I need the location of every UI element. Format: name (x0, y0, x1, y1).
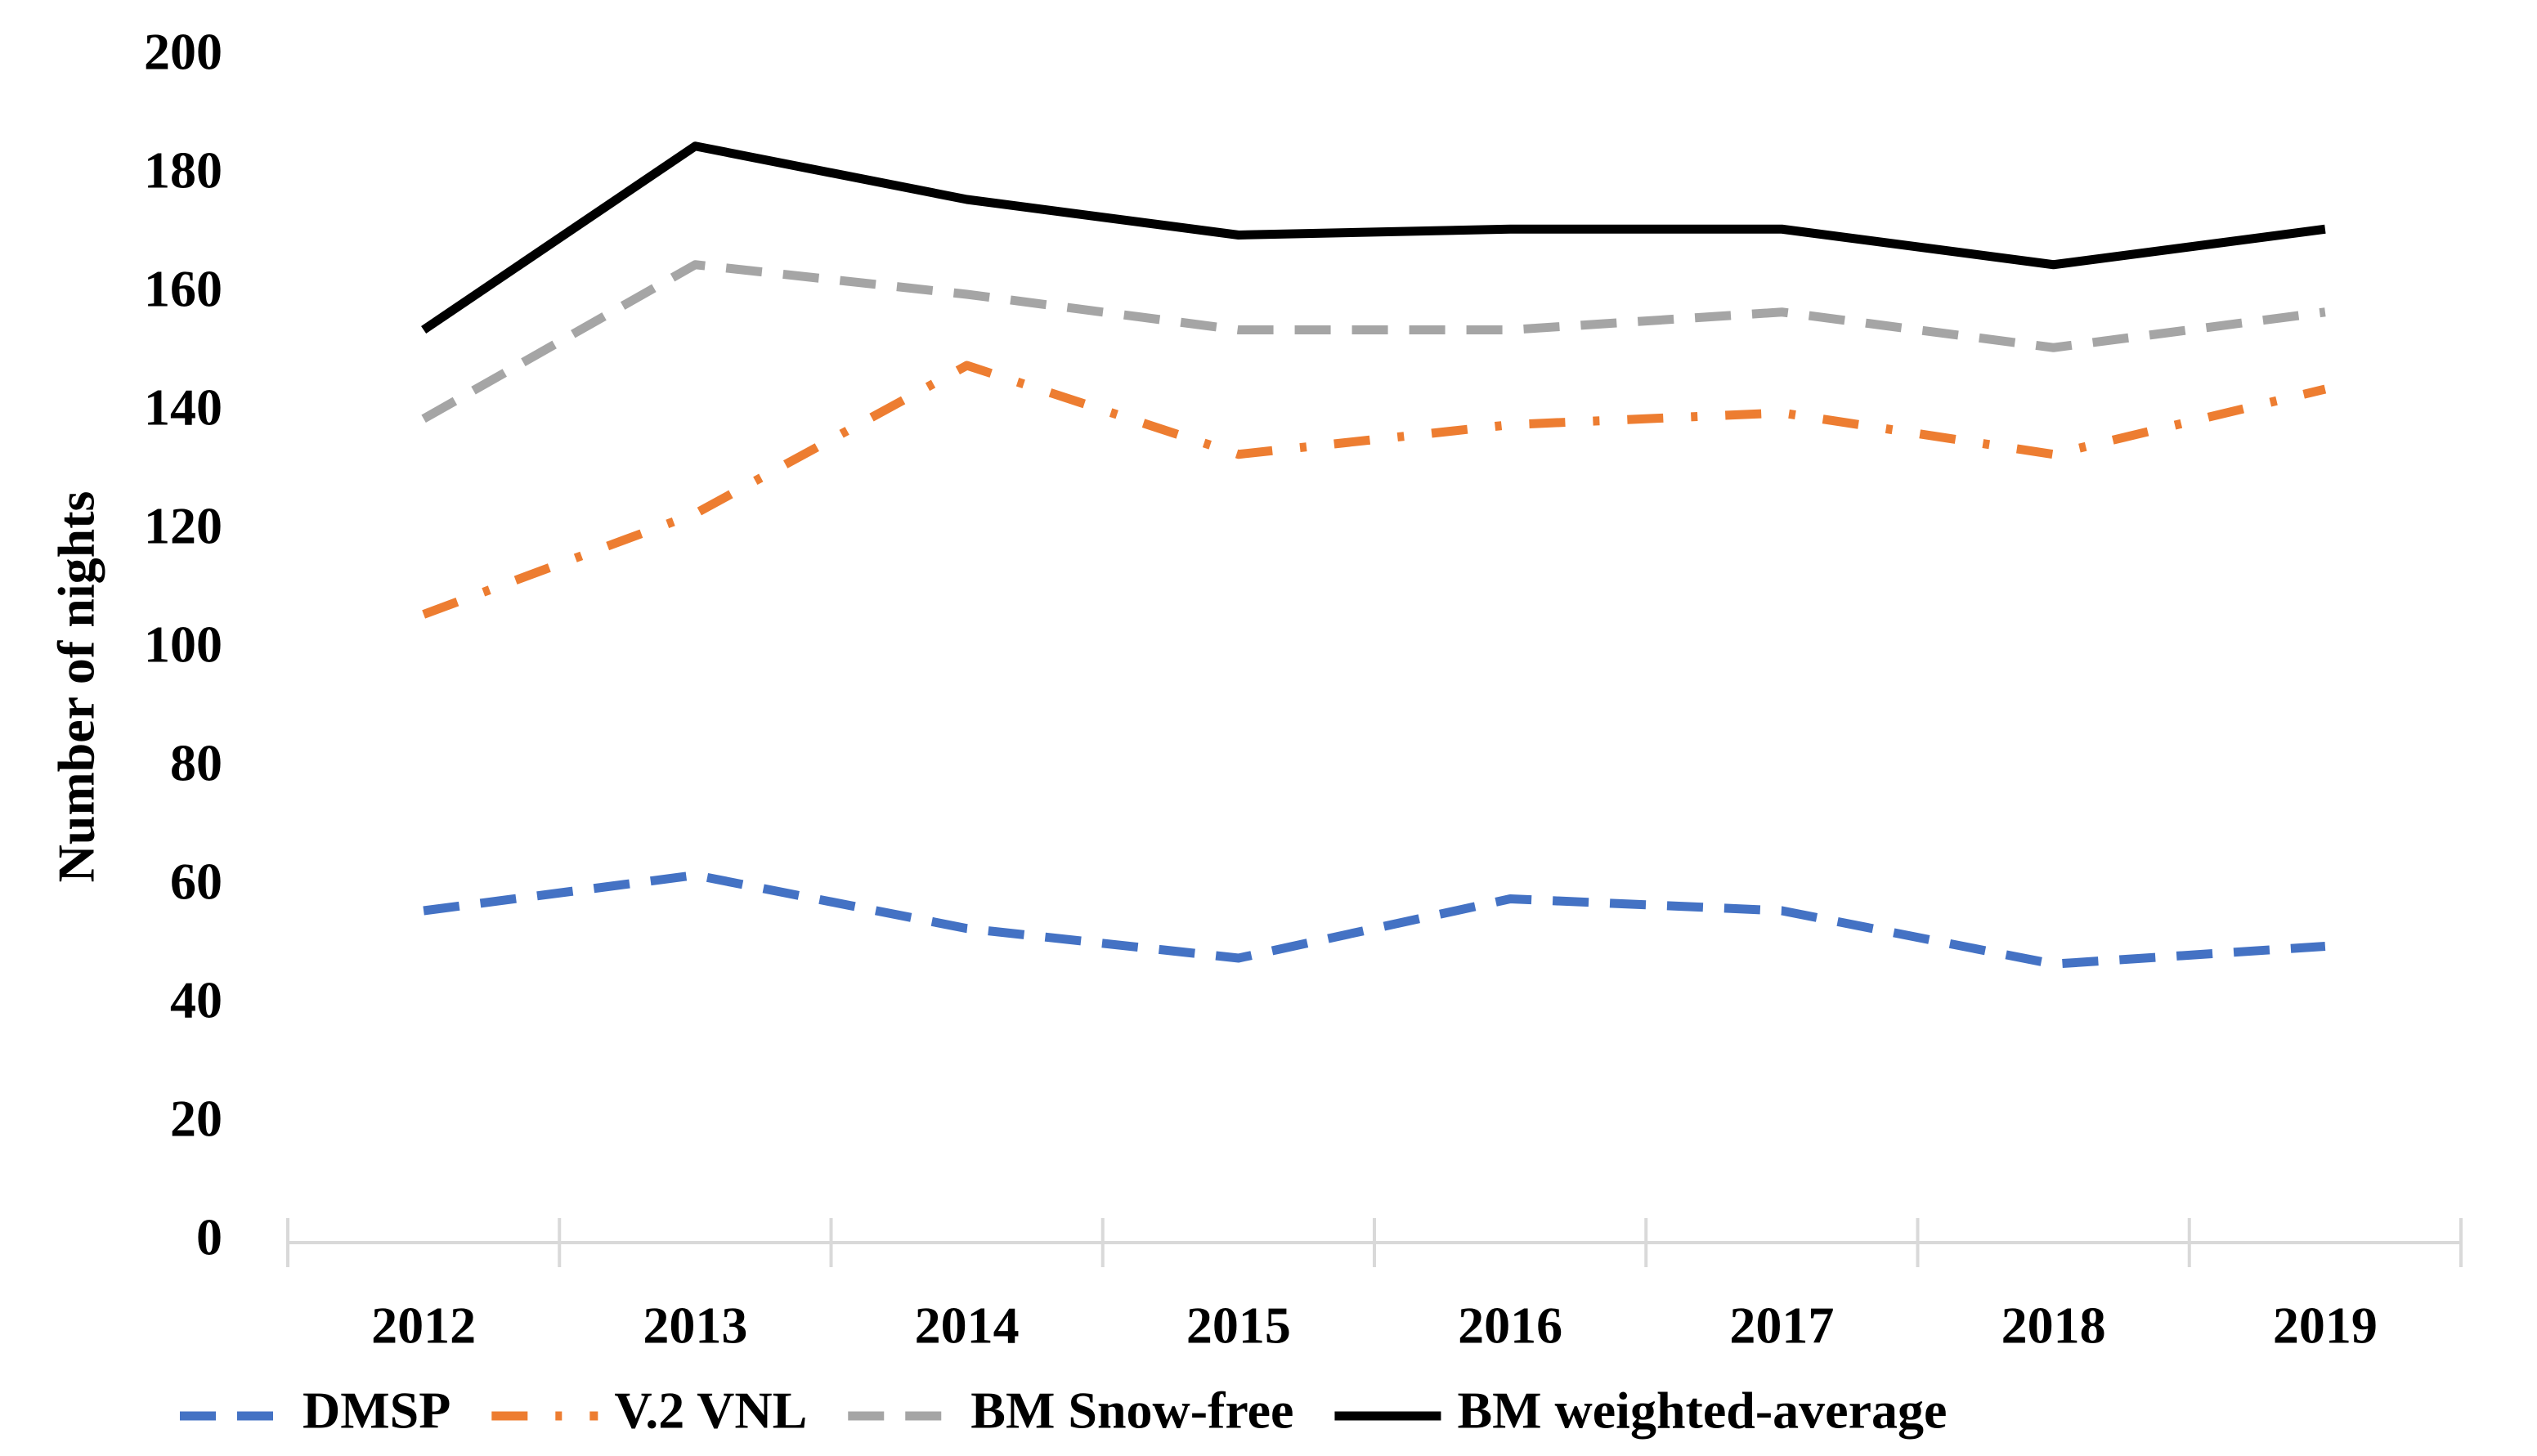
y-axis-label: Number of nights (47, 491, 105, 883)
x-tick-label: 2013 (643, 1297, 747, 1355)
y-tick-label: 200 (144, 23, 222, 81)
series-line (421, 260, 2326, 423)
y-tick-label: 120 (144, 497, 222, 555)
x-tick-label: 2014 (915, 1297, 1020, 1355)
x-tick-label: 2017 (1729, 1297, 1834, 1355)
legend-label: BM Snow-free (970, 1382, 1293, 1440)
y-tick-label: 60 (170, 853, 222, 911)
y-tick-label: 40 (170, 971, 222, 1029)
x-tick-label: 2012 (371, 1297, 476, 1355)
y-tick-label: 20 (170, 1090, 222, 1148)
y-tick-label: 160 (144, 260, 222, 318)
y-tick-label: 180 (144, 141, 222, 199)
y-tick-label: 140 (144, 379, 222, 437)
x-tick-label: 2015 (1186, 1297, 1291, 1355)
y-tick-label: 100 (144, 616, 222, 674)
series-line (423, 871, 2326, 969)
legend-label: V.2 VNL (614, 1382, 807, 1440)
x-tick-label: 2018 (2001, 1297, 2106, 1355)
series-line (422, 361, 2327, 619)
legend-label: DMSP (303, 1382, 450, 1440)
x-tick-label: 2019 (2273, 1297, 2378, 1355)
y-tick-label: 80 (170, 734, 222, 792)
series-line (421, 141, 2326, 334)
legend-label: BM weighted-average (1457, 1382, 1947, 1440)
x-tick-label: 2016 (1458, 1297, 1562, 1355)
y-tick-label: 0 (196, 1208, 222, 1266)
